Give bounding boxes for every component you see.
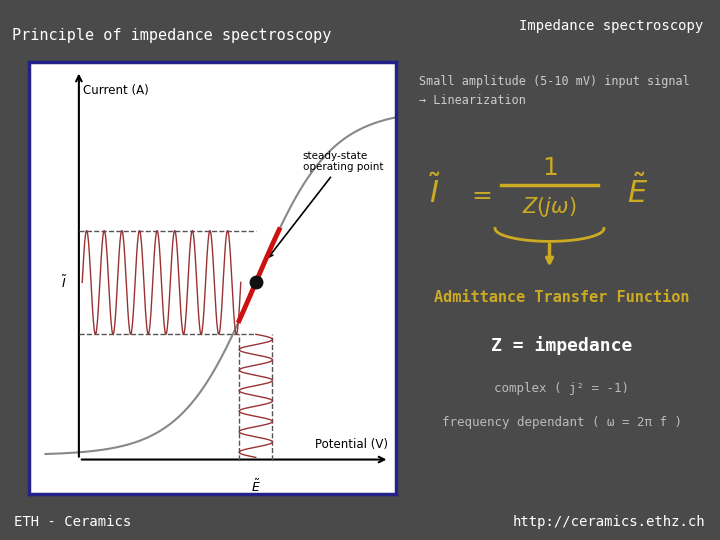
Text: frequency dependant ( ω = 2π f ): frequency dependant ( ω = 2π f ) (441, 416, 682, 429)
Text: ETH - Ceramics: ETH - Ceramics (14, 515, 132, 529)
Text: Admittance Transfer Function: Admittance Transfer Function (434, 290, 689, 305)
Text: Potential (V): Potential (V) (315, 438, 387, 451)
Text: $\tilde{E}$: $\tilde{E}$ (251, 479, 261, 495)
Text: complex ( j² = -1): complex ( j² = -1) (494, 382, 629, 395)
Text: Current (A): Current (A) (83, 84, 148, 97)
Text: Small amplitude (5-10 mV) input signal
→ Linearization: Small amplitude (5-10 mV) input signal →… (420, 75, 690, 107)
Text: $=$: $=$ (467, 182, 492, 206)
Text: http://ceramics.ethz.ch: http://ceramics.ethz.ch (513, 515, 706, 529)
Text: $\tilde{I}$: $\tilde{I}$ (61, 274, 67, 291)
Text: $1$: $1$ (541, 156, 557, 180)
Text: Principle of impedance spectroscopy: Principle of impedance spectroscopy (12, 28, 331, 43)
Text: $\tilde{I}$: $\tilde{I}$ (428, 174, 441, 209)
Text: Impedance spectroscopy: Impedance spectroscopy (519, 19, 703, 32)
Text: Z = impedance: Z = impedance (491, 335, 632, 355)
Text: $Z(j\omega)$: $Z(j\omega)$ (522, 195, 577, 219)
Text: $\tilde{E}$: $\tilde{E}$ (626, 174, 648, 209)
Text: steady-state
operating point: steady-state operating point (269, 151, 383, 257)
